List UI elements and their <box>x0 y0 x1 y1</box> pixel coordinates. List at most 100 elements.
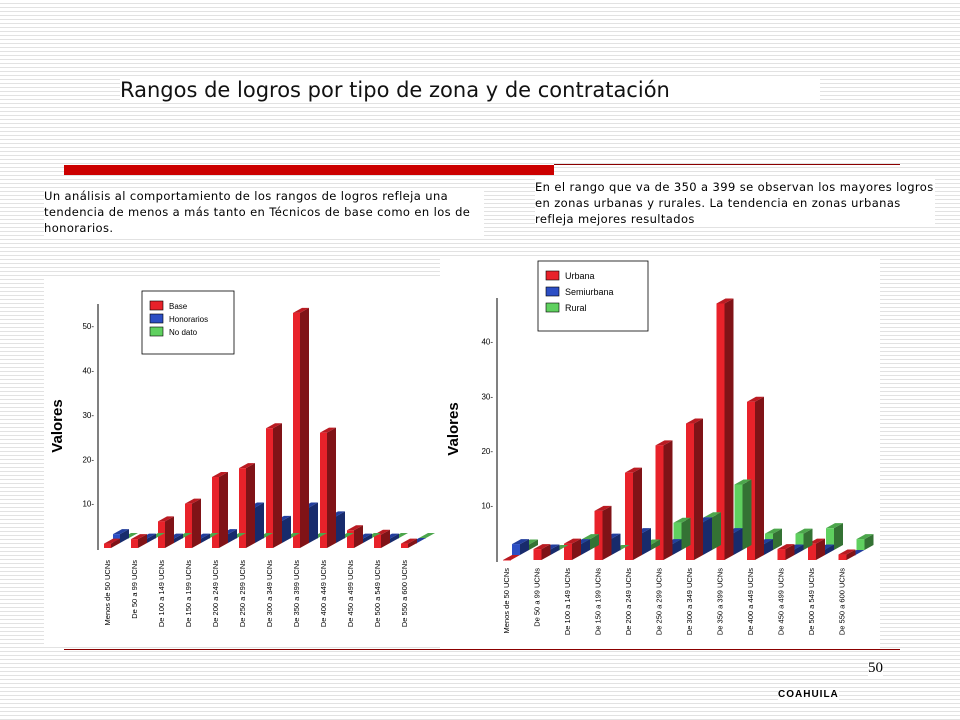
bar-front <box>838 554 847 560</box>
bar-side <box>120 529 129 543</box>
bar-top <box>158 516 174 522</box>
bar-side <box>529 539 538 550</box>
bar-front <box>113 534 120 543</box>
bar-side <box>825 544 834 555</box>
bar-top <box>212 472 228 478</box>
bar-front <box>795 533 804 550</box>
bar-side <box>733 528 743 555</box>
bar-urbana <box>655 440 673 560</box>
bar-top <box>856 534 874 540</box>
bar-urbana <box>716 298 734 560</box>
bar-side <box>572 538 581 560</box>
category-label: De 400 a 449 UCNs <box>746 568 755 635</box>
bar-side <box>390 533 399 543</box>
bar-top <box>419 533 435 538</box>
bar-rural <box>826 523 843 550</box>
bar-top <box>582 534 599 540</box>
category-label: De 50 a 99 UCNs <box>130 560 139 619</box>
bar-side <box>742 479 752 550</box>
bar-urbana <box>503 555 520 561</box>
bar-top <box>795 528 813 534</box>
bar-top <box>686 418 703 424</box>
chart-zone-type: 10- 20- 30- 40- Valores Urbana Semiurbana Rural… <box>440 256 880 650</box>
y-tick-label: 30- <box>481 392 493 401</box>
category-label: De 250 a 299 UCNs <box>238 560 247 627</box>
bar-side <box>201 533 210 543</box>
y-tick-label: 20- <box>82 455 94 464</box>
category-label: De 550 a 600 UCNs <box>400 560 409 627</box>
bar-side <box>520 539 529 555</box>
bar-front <box>826 528 834 550</box>
bar-top <box>777 544 795 550</box>
bar-top <box>747 396 764 402</box>
y-tick-label: 50- <box>82 322 94 331</box>
legend-label: Honorarios <box>169 315 208 324</box>
bar-side <box>846 549 856 560</box>
legend-swatch <box>545 286 560 297</box>
bar-top <box>625 467 642 473</box>
bar-front <box>239 468 246 548</box>
category-label: Menos de 50 UCNs <box>103 560 112 626</box>
bar-urbana <box>533 544 551 560</box>
bar-base <box>239 463 255 548</box>
bar-front <box>104 543 111 548</box>
bar-side <box>363 533 372 543</box>
footer-label: COAHUILA <box>778 689 839 700</box>
bar-top <box>564 538 581 544</box>
legend-swatch <box>545 270 560 281</box>
bars <box>503 298 874 561</box>
y-tick-label: 10- <box>481 501 493 510</box>
bar-side <box>864 534 874 550</box>
page-title: Rangos de logros por tipo de zona y de c… <box>120 78 820 102</box>
legend-swatch <box>149 300 164 311</box>
bar-top <box>113 529 129 535</box>
bar-urbana <box>838 549 856 560</box>
bar-side <box>611 533 621 555</box>
bar-top <box>320 427 336 433</box>
bar-side <box>773 528 782 550</box>
bar-front <box>734 484 743 550</box>
bar-top <box>185 498 201 504</box>
bar-front <box>185 503 192 548</box>
bar-base <box>374 529 390 548</box>
bar-side <box>327 427 336 548</box>
bar-side <box>300 307 309 548</box>
bar-side <box>255 502 264 543</box>
category-label: De 50 a 99 UCNs <box>533 568 542 627</box>
bar-front <box>686 423 694 560</box>
bar-top <box>401 538 417 544</box>
category-label: De 200 a 249 UCNs <box>211 560 220 627</box>
bar-side <box>147 533 156 543</box>
bar-top <box>104 538 120 544</box>
bar-front <box>808 543 816 560</box>
bar-front <box>266 428 273 548</box>
bar-side <box>834 523 843 550</box>
bar-side <box>581 539 590 555</box>
bar-side <box>803 528 813 550</box>
bar-urbana <box>777 544 795 560</box>
bar-side <box>590 534 599 550</box>
bar-side <box>541 544 551 560</box>
bar-side <box>192 498 201 548</box>
bar-front <box>655 445 664 560</box>
accent-bar <box>64 165 554 175</box>
bar-top <box>655 440 673 446</box>
bar-front <box>625 472 633 560</box>
bar-top <box>533 544 551 550</box>
bar-front <box>212 477 219 548</box>
category-label: De 400 a 449 UCNs <box>319 560 328 627</box>
bar-side <box>354 525 363 548</box>
bar-top <box>673 517 691 523</box>
bar-base <box>104 538 120 548</box>
bar-front <box>320 432 327 548</box>
bar-front <box>401 543 408 548</box>
bar-side <box>724 298 734 560</box>
bar-side <box>681 517 691 550</box>
bar-base <box>347 525 363 548</box>
page-number: 50 <box>868 660 883 677</box>
category-label: Menos de 50 UCNs <box>502 568 511 634</box>
bar-base <box>320 427 336 548</box>
bar-semiurbana <box>512 539 529 555</box>
bar-side <box>651 539 660 550</box>
bar-side <box>336 511 345 543</box>
